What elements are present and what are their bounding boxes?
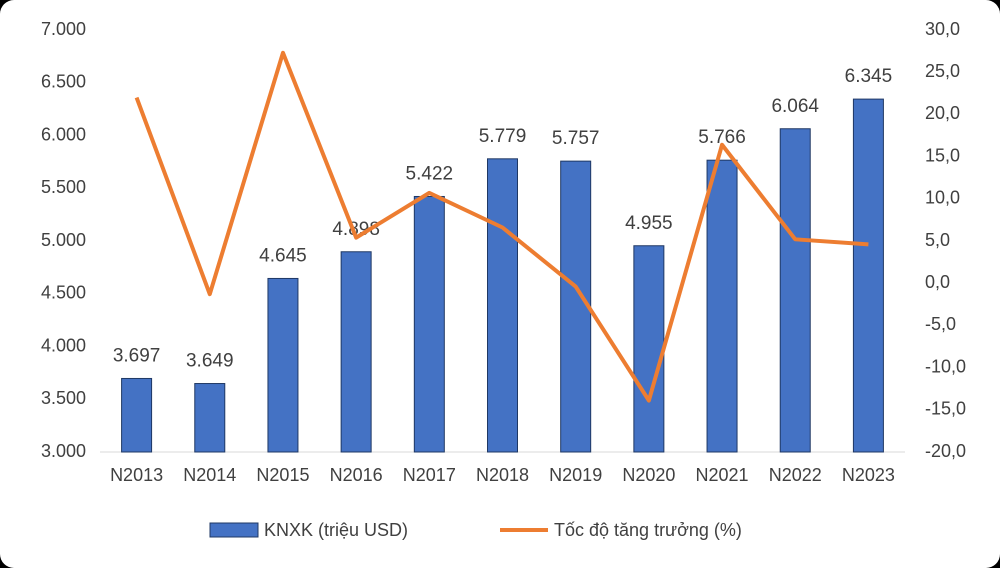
- x-tick-label: N2014: [183, 465, 236, 485]
- y-tick-label: 4.500: [41, 283, 86, 303]
- y2-tick-label: 25,0: [925, 61, 960, 81]
- x-tick-label: N2018: [476, 465, 529, 485]
- x-tick-label: N2019: [549, 465, 602, 485]
- y-tick-label: 3.500: [41, 388, 86, 408]
- value-label: 4.955: [625, 213, 673, 234]
- legend-swatch: [209, 522, 259, 538]
- y2-tick-label: -15,0: [925, 399, 966, 419]
- bar: [560, 160, 592, 453]
- bar: [779, 128, 811, 453]
- value-label: 4.898: [332, 219, 380, 240]
- bar: [633, 245, 665, 453]
- y2-tick-label: 5,0: [925, 230, 950, 250]
- y2-tick-label: -10,0: [925, 356, 966, 376]
- y-tick-label: 5.500: [41, 177, 86, 197]
- value-label: 5.766: [698, 127, 746, 148]
- y-tick-label: 3.000: [41, 441, 86, 461]
- bar: [413, 195, 445, 453]
- y2-tick-label: 30,0: [925, 19, 960, 39]
- bar: [194, 383, 226, 453]
- legend-label: Tốc độ tăng trưởng (%): [554, 520, 742, 540]
- y-tick-label: 5.000: [41, 230, 86, 250]
- value-label: 6.345: [845, 66, 893, 87]
- y-tick-label: 7.000: [41, 19, 86, 39]
- x-tick-label: N2015: [256, 465, 309, 485]
- legend-label: KNXK (triệu USD): [264, 520, 408, 540]
- value-label: 5.779: [479, 126, 527, 147]
- y2-tick-label: -5,0: [925, 314, 956, 334]
- bar: [487, 158, 518, 453]
- x-tick-label: N2022: [769, 465, 822, 485]
- bar: [852, 98, 884, 453]
- value-label: 5.422: [406, 163, 454, 184]
- y2-tick-label: 0,0: [925, 272, 950, 292]
- value-label: 5.757: [552, 128, 600, 149]
- bar: [706, 159, 738, 453]
- bar: [121, 377, 153, 453]
- value-label: 3.649: [186, 351, 234, 372]
- x-tick-label: N2016: [330, 465, 383, 485]
- y2-tick-label: 15,0: [925, 145, 960, 165]
- value-label: 4.645: [259, 245, 307, 266]
- x-tick-label: N2013: [110, 465, 163, 485]
- y2-tick-label: 20,0: [925, 103, 960, 123]
- y2-tick-label: -20,0: [925, 441, 966, 461]
- y-tick-label: 6.500: [41, 72, 86, 92]
- x-tick-label: N2021: [696, 465, 749, 485]
- bar: [267, 277, 299, 453]
- value-label: 6.064: [771, 96, 819, 117]
- line: [134, 50, 869, 403]
- y-tick-label: 6.000: [41, 124, 86, 144]
- value-label: 3.697: [113, 345, 161, 366]
- bar: [340, 251, 372, 453]
- x-tick-label: N2023: [842, 465, 895, 485]
- y2-tick-label: 10,0: [925, 188, 960, 208]
- x-tick-label: N2020: [622, 465, 675, 485]
- y-tick-label: 4.000: [41, 335, 86, 355]
- x-tick-label: N2017: [403, 465, 456, 485]
